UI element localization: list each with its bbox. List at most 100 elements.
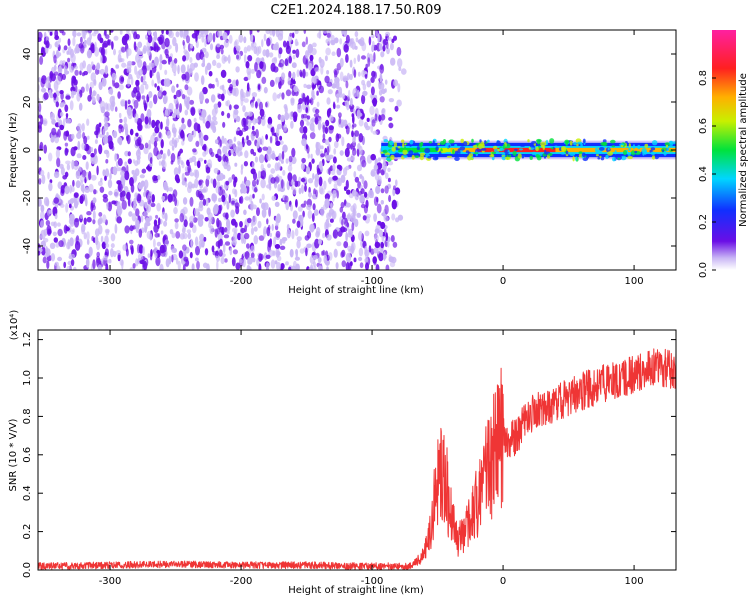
- noise-speck: [345, 125, 350, 135]
- noise-speck: [121, 62, 127, 68]
- noise-speck: [294, 30, 299, 35]
- noise-speck: [153, 94, 158, 105]
- noise-speck: [124, 161, 128, 167]
- noise-speck: [396, 46, 402, 57]
- noise-speck: [90, 202, 94, 212]
- noise-speck: [136, 243, 141, 254]
- noise-speck: [173, 71, 177, 77]
- noise-speck: [349, 59, 353, 68]
- noise-speck: [90, 152, 95, 158]
- signal-speck: [561, 154, 565, 157]
- noise-speck: [254, 62, 258, 72]
- noise-speck: [357, 143, 361, 150]
- signal-speck: [440, 140, 446, 145]
- noise-speck: [118, 84, 124, 91]
- noise-speck: [171, 232, 176, 239]
- y-tick-label: -40: [22, 238, 33, 254]
- noise-speck: [187, 118, 192, 128]
- signal-speck: [448, 144, 451, 148]
- noise-speck: [302, 68, 306, 79]
- noise-speck: [278, 80, 282, 90]
- noise-speck: [270, 153, 276, 160]
- noise-speck: [338, 116, 342, 125]
- noise-speck: [38, 102, 42, 113]
- noise-speck: [153, 140, 158, 148]
- noise-speck: [289, 248, 294, 258]
- noise-speck: [365, 199, 369, 209]
- noise-speck: [268, 52, 274, 58]
- noise-speck: [89, 86, 92, 96]
- noise-speck: [333, 103, 336, 110]
- noise-speck: [92, 219, 96, 225]
- signal-speck: [580, 143, 583, 148]
- noise-speck: [91, 236, 94, 242]
- noise-speck: [155, 256, 161, 267]
- noise-speck: [91, 90, 97, 96]
- noise-speck: [339, 150, 344, 156]
- y-tick-label: 40: [22, 48, 33, 61]
- noise-speck: [374, 241, 381, 249]
- signal-speck: [420, 141, 424, 146]
- noise-speck: [81, 123, 85, 132]
- signal-speck: [632, 144, 636, 150]
- noise-speck: [217, 239, 221, 249]
- noise-speck: [293, 85, 299, 93]
- noise-speck: [274, 244, 281, 249]
- signal-speck: [519, 148, 523, 151]
- noise-speck: [250, 68, 255, 74]
- noise-speck: [137, 41, 143, 49]
- noise-speck: [160, 121, 163, 130]
- noise-speck: [326, 234, 332, 241]
- noise-speck: [181, 161, 185, 169]
- noise-speck: [148, 139, 151, 150]
- noise-speck: [79, 195, 84, 205]
- noise-speck: [154, 252, 158, 259]
- signal-speck: [529, 144, 535, 148]
- noise-speck: [92, 210, 96, 220]
- noise-speck: [232, 249, 238, 255]
- noise-speck: [146, 221, 151, 227]
- noise-speck: [330, 202, 333, 209]
- noise-speck: [223, 161, 228, 170]
- noise-speck: [212, 59, 217, 66]
- noise-speck: [378, 252, 384, 262]
- noise-speck: [276, 262, 281, 270]
- noise-speck: [367, 57, 371, 68]
- signal-speck: [460, 138, 465, 144]
- noise-speck: [148, 100, 153, 109]
- noise-speck: [173, 94, 177, 99]
- noise-speck: [385, 232, 388, 242]
- noise-speck: [116, 167, 122, 172]
- noise-speck: [201, 47, 207, 53]
- noise-speck: [135, 149, 141, 158]
- noise-speck: [241, 184, 246, 193]
- noise-speck: [64, 185, 70, 195]
- noise-speck: [256, 30, 260, 33]
- noise-speck: [221, 194, 226, 203]
- noise-speck: [200, 75, 205, 86]
- noise-speck: [181, 117, 185, 124]
- noise-speck: [85, 83, 89, 92]
- noise-speck: [204, 51, 209, 59]
- noise-speck: [300, 162, 305, 171]
- noise-speck: [273, 236, 277, 247]
- noise-speck: [59, 111, 64, 117]
- noise-speck: [110, 67, 114, 73]
- noise-speck: [85, 144, 89, 150]
- noise-speck: [289, 32, 293, 37]
- noise-speck: [285, 45, 291, 55]
- noise-speck: [246, 217, 252, 224]
- signal-speck: [472, 144, 478, 149]
- signal-speck: [491, 151, 497, 155]
- noise-speck: [181, 73, 187, 80]
- noise-speck: [144, 142, 149, 149]
- noise-speck: [120, 100, 126, 107]
- noise-speck: [205, 166, 211, 174]
- noise-speck: [216, 54, 221, 59]
- noise-speck: [246, 82, 250, 92]
- noise-speck: [228, 86, 233, 92]
- noise-speck: [305, 59, 309, 69]
- noise-speck: [291, 32, 295, 39]
- noise-speck: [111, 72, 117, 81]
- noise-speck: [301, 157, 306, 164]
